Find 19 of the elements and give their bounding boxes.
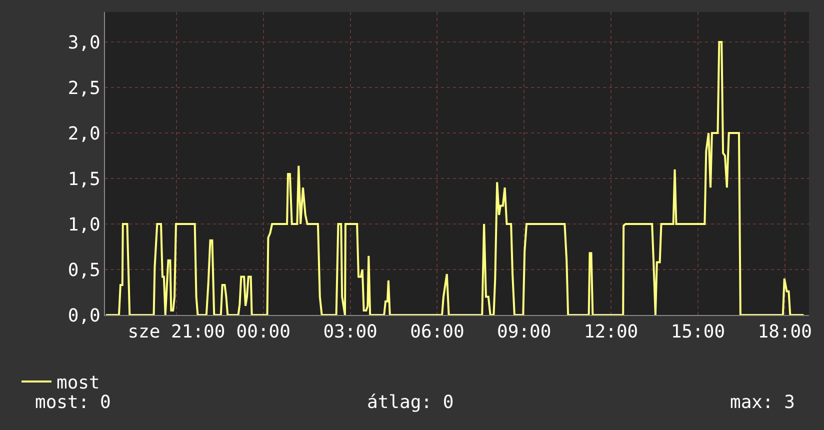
text: átlag: 0 — [367, 392, 454, 413]
x-tick-label: 15:00 — [670, 322, 726, 343]
y-tick-label: 0,5 — [68, 260, 100, 281]
y-tick-label: 2,5 — [68, 78, 100, 99]
legend-label: most — [56, 372, 100, 394]
x-tick-label: 06:00 — [410, 322, 464, 343]
y-tick-label: 1,5 — [68, 168, 100, 190]
y-tick-label: 1,0 — [68, 214, 100, 236]
x-tick-label: 00:00 — [236, 322, 290, 343]
x-tick-label: 18:00 — [758, 322, 812, 343]
x-tick-label: 09:00 — [497, 322, 552, 343]
text: most: 0 — [35, 392, 111, 413]
y-tick-label: 2,0 — [68, 123, 100, 144]
x-tick-label: sze 21:00 — [128, 322, 226, 343]
y-tick-label: 0,0 — [68, 305, 100, 326]
x-tick-label: 12:00 — [584, 322, 638, 343]
x-tick-label: 03:00 — [323, 322, 378, 343]
y-tick-label: 3,0 — [68, 32, 100, 54]
text: max: 3 — [730, 392, 796, 413]
